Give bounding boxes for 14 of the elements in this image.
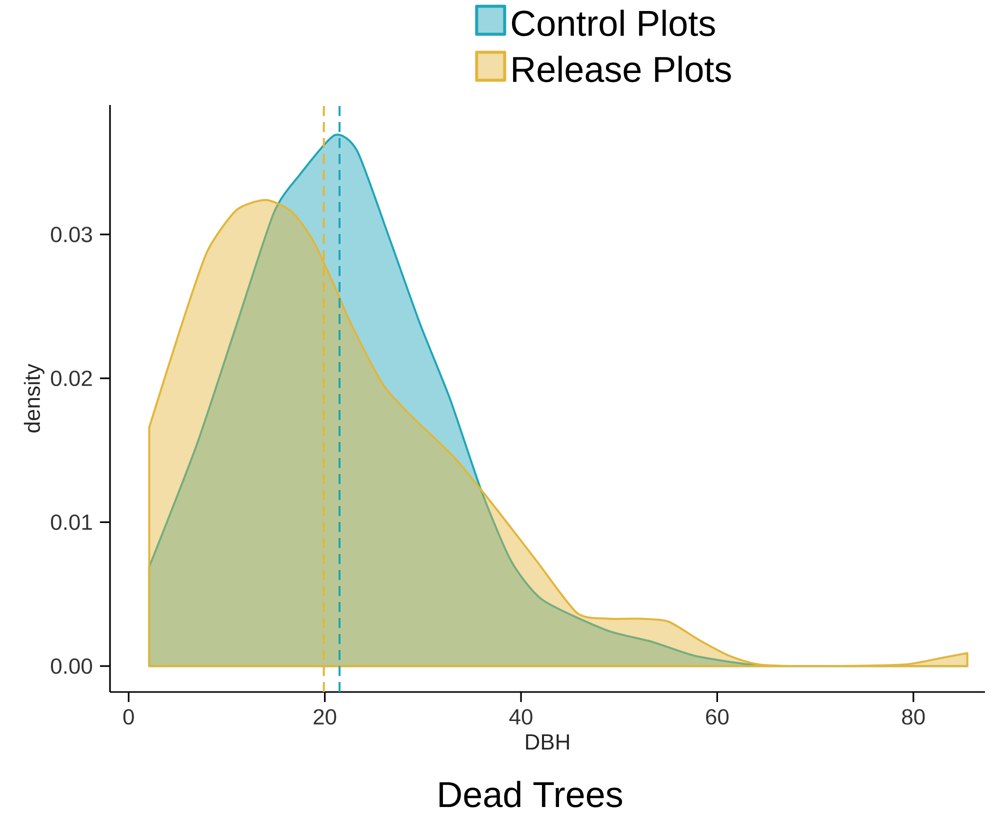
x-tick-label: 0 [123,709,134,725]
x-axis-title: DBH [526,734,569,750]
x-tick-label: 40 [509,709,532,725]
y-tick-label: 0.01 [50,514,92,530]
y-tick-label: 0.00 [50,658,92,674]
y-axis-title: density [24,364,44,432]
legend-label: Control Plots [512,10,715,36]
x-tick-label: 60 [706,709,729,725]
x-tick-label: 20 [314,709,336,725]
text: Dead Trees [440,780,622,808]
y-tick-label: 0.02 [50,370,92,386]
legend-label: Release Plots [513,56,731,82]
y-tick-label: 0.03 [50,226,92,242]
x-tick-label: 80 [902,709,925,725]
